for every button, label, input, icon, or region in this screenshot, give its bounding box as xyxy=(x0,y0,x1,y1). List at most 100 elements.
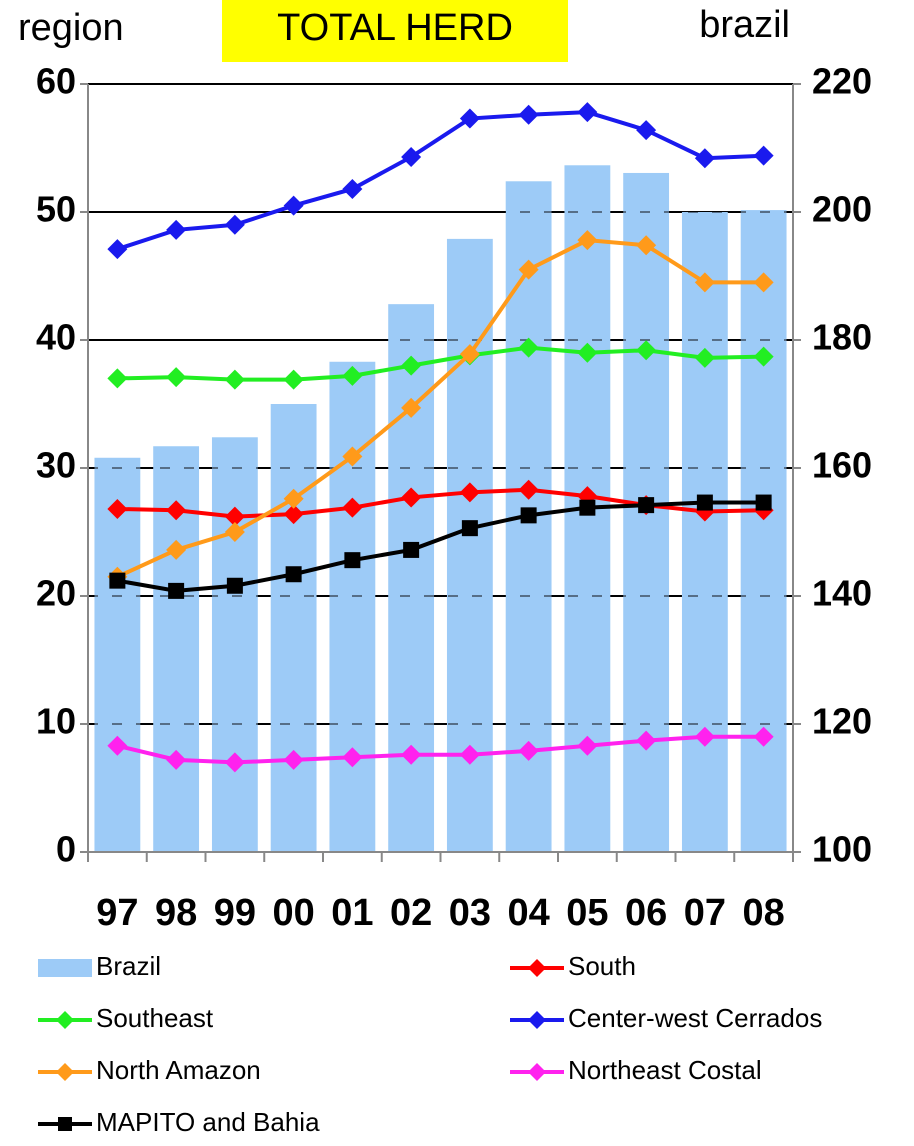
point xyxy=(755,494,772,511)
bar xyxy=(94,457,141,852)
series-line xyxy=(116,110,764,252)
bar xyxy=(329,361,376,852)
point xyxy=(166,500,187,521)
point xyxy=(107,735,128,756)
y-tick-label: 0 xyxy=(56,829,76,870)
x-tick-label: 97 xyxy=(96,892,138,934)
y-tick-label: 30 xyxy=(36,445,76,486)
point xyxy=(638,497,655,514)
point xyxy=(344,552,361,569)
y-tick-label: 20 xyxy=(36,573,76,614)
y-tick-label: 40 xyxy=(36,317,76,358)
point xyxy=(283,504,304,525)
x-tick-label: 08 xyxy=(742,892,784,934)
legend-marker xyxy=(528,1011,546,1029)
point xyxy=(459,344,480,365)
point xyxy=(401,397,422,418)
point xyxy=(168,582,185,599)
point xyxy=(577,230,598,251)
point xyxy=(636,120,657,141)
point xyxy=(518,104,539,125)
x-tick-label: 05 xyxy=(566,892,608,934)
y-tick-label: 50 xyxy=(36,189,76,230)
x-tick-label: 00 xyxy=(272,892,314,934)
point xyxy=(579,499,596,516)
point xyxy=(224,522,245,542)
x-tick-label: 01 xyxy=(331,892,373,934)
point xyxy=(166,539,187,560)
x-tick-label: 04 xyxy=(507,892,549,934)
y2-tick-label: 180 xyxy=(812,317,872,358)
point xyxy=(518,259,539,280)
y2-tick-label: 220 xyxy=(812,61,872,102)
point xyxy=(342,178,363,199)
point xyxy=(459,482,480,503)
legend-marker xyxy=(56,1011,74,1029)
y2-tick-label: 200 xyxy=(812,189,872,230)
bar xyxy=(388,304,435,852)
legend-marker xyxy=(58,1117,72,1131)
bar xyxy=(270,404,317,852)
point xyxy=(401,487,422,508)
point xyxy=(577,342,598,363)
point xyxy=(753,726,774,747)
point xyxy=(107,368,128,389)
x-tick-label: 02 xyxy=(390,892,432,934)
point xyxy=(224,506,245,527)
legend-label: MAPITO and Bahia xyxy=(96,1107,320,1137)
point xyxy=(577,102,598,123)
legend-swatch xyxy=(38,959,92,977)
point xyxy=(107,498,128,519)
point xyxy=(401,355,422,376)
point xyxy=(461,520,478,537)
point xyxy=(283,488,304,509)
y-tick-label: 60 xyxy=(36,61,76,102)
title-box xyxy=(222,0,568,62)
point xyxy=(224,369,245,390)
series-line xyxy=(116,238,764,579)
point xyxy=(636,340,657,361)
point xyxy=(283,749,304,770)
point xyxy=(694,148,715,169)
legend-label: North Amazon xyxy=(96,1055,261,1085)
y2-tick-label: 120 xyxy=(812,701,872,742)
point xyxy=(342,497,363,518)
series-line xyxy=(117,500,764,593)
point xyxy=(342,747,363,768)
y-axis-label: region xyxy=(18,7,124,49)
x-tick-label: 99 xyxy=(214,892,256,934)
legend-marker xyxy=(528,1063,546,1081)
point xyxy=(753,346,774,367)
point xyxy=(166,749,187,770)
legend-label: Northeast Costal xyxy=(568,1055,762,1085)
y2-tick-label: 100 xyxy=(812,829,872,870)
bar xyxy=(211,437,258,852)
y-tick-label: 10 xyxy=(36,701,76,742)
legend-label: Center-west Cerrados xyxy=(568,1003,822,1033)
point xyxy=(283,369,304,390)
legend-marker xyxy=(528,959,546,977)
y2-tick-label: 160 xyxy=(812,445,872,486)
point xyxy=(636,235,657,256)
point xyxy=(283,195,304,216)
point xyxy=(753,145,774,166)
point xyxy=(694,347,715,368)
point xyxy=(518,479,539,500)
point xyxy=(224,214,245,235)
point xyxy=(166,367,187,388)
point xyxy=(226,577,243,594)
point xyxy=(459,744,480,765)
x-tick-label: 03 xyxy=(449,892,491,934)
point xyxy=(694,726,715,747)
point xyxy=(224,752,245,773)
point xyxy=(636,730,657,751)
legend-label: Brazil xyxy=(96,951,161,981)
point xyxy=(753,272,774,293)
point xyxy=(403,541,420,558)
point xyxy=(401,744,422,765)
legend-label: Southeast xyxy=(96,1003,214,1033)
point xyxy=(107,239,128,260)
point xyxy=(694,272,715,293)
legend-marker xyxy=(56,1063,74,1081)
